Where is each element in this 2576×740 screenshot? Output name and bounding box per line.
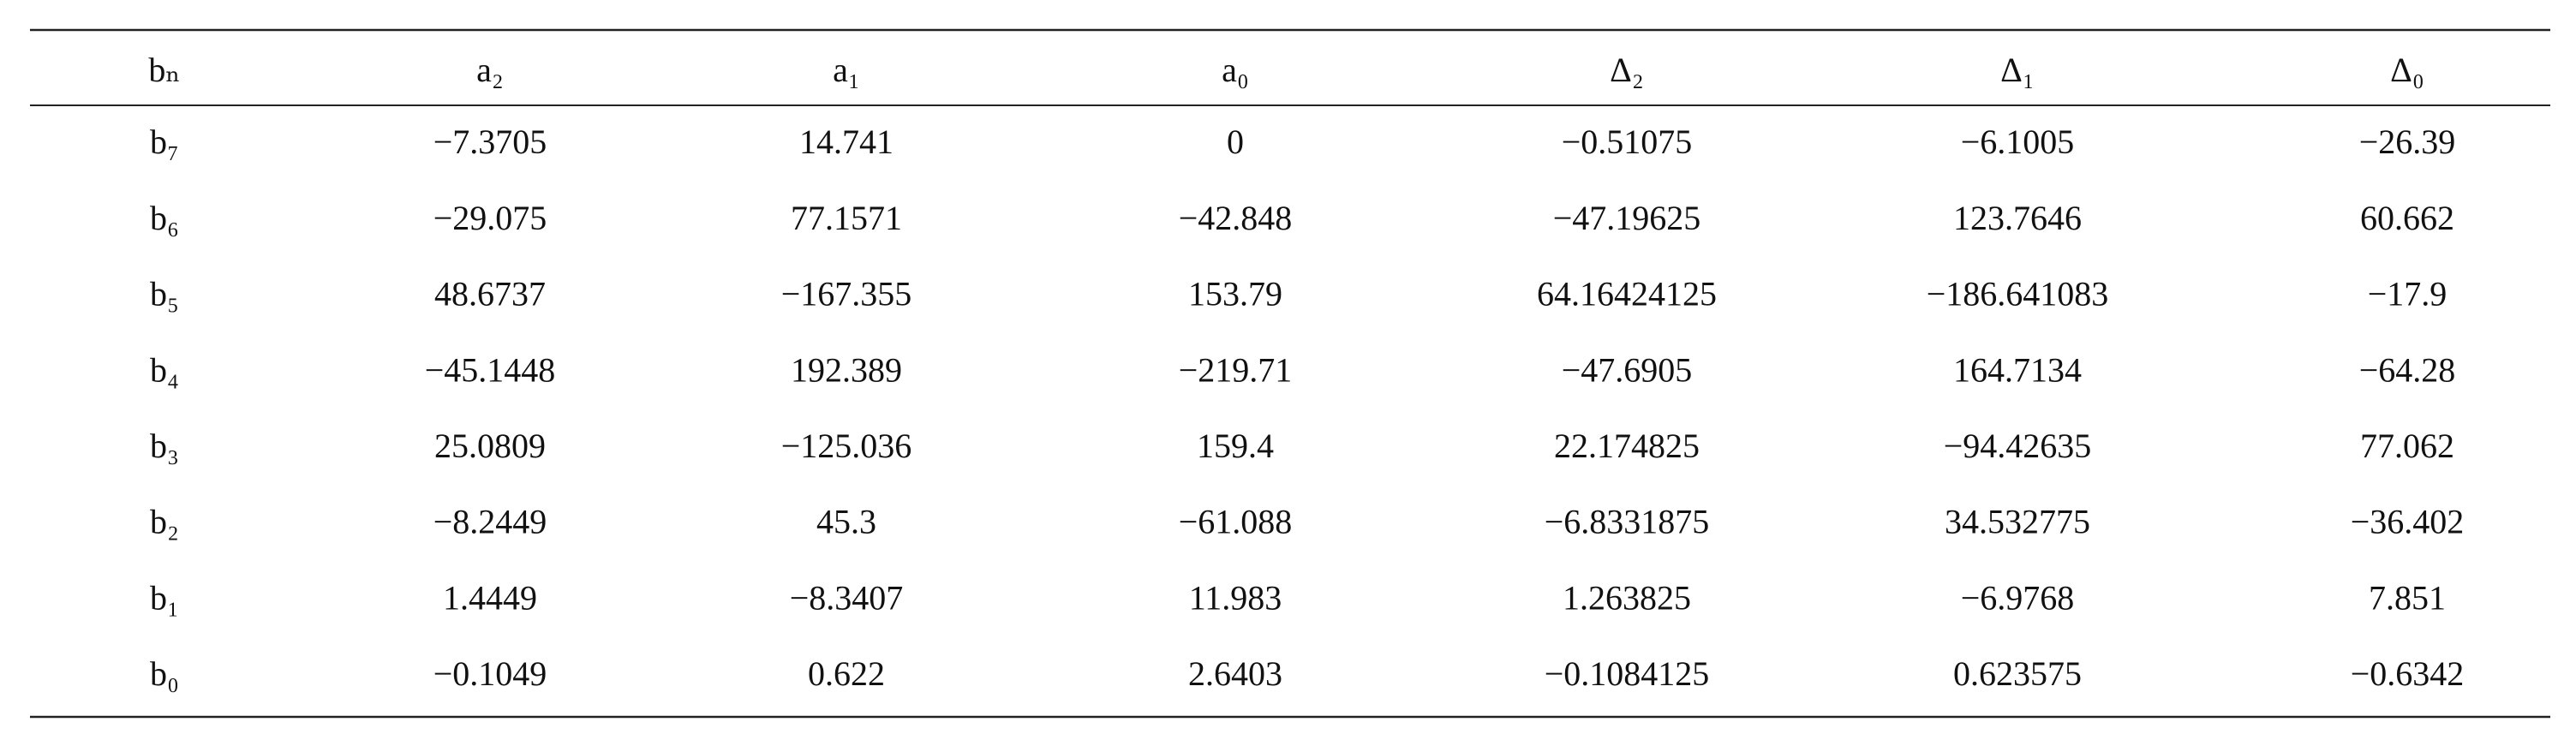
row-label: b₂ [150,503,179,541]
cell: −219.71 [1179,350,1293,389]
cell: −6.9768 [1961,578,2075,617]
cell: 7.851 [2369,578,2446,617]
cell: 1.4449 [443,578,537,617]
header-cell: a₂ [476,51,504,89]
cell: −8.3407 [790,578,904,617]
cell: −42.848 [1179,199,1293,237]
cell: 0 [1227,122,1244,161]
cell: −186.641083 [1927,275,2109,313]
row-label: b₅ [150,275,179,313]
cell: −6.8331875 [1545,503,1710,541]
cell: −94.42635 [1944,427,2092,465]
cell: 1.263825 [1563,578,1691,617]
cell: −26.39 [2359,122,2456,161]
cell: 77.062 [2360,427,2454,465]
cell: 25.0809 [434,427,546,465]
cell: 22.174825 [1554,427,1700,465]
cell: 159.4 [1197,427,1274,465]
cell: −0.6342 [2351,654,2465,693]
row-label: b₄ [150,350,179,389]
row-label: b₀ [150,654,179,693]
header-cell: bₙ [148,51,180,89]
cell: −0.1084125 [1545,654,1710,693]
cell: 60.662 [2360,199,2454,237]
cell: 45.3 [816,503,876,541]
cell: −45.1448 [425,350,556,389]
cell: 48.6737 [434,275,546,313]
cell: −8.2449 [433,503,547,541]
cell: 34.532775 [1945,503,2090,541]
cell: 64.16424125 [1537,275,1717,313]
cell: −6.1005 [1961,122,2075,161]
cell: 11.983 [1189,578,1282,617]
cell: −0.1049 [433,654,547,693]
cell: −64.28 [2359,350,2456,389]
cell: 123.7646 [1953,199,2082,237]
header-cell: Δ₀ [2390,51,2424,89]
row-label: b₁ [150,578,179,617]
cell: −47.19625 [1553,199,1701,237]
cell: 192.389 [791,350,902,389]
row-label: b₇ [150,122,179,161]
header-cell: a₁ [833,51,860,89]
cell: 164.7134 [1953,350,2082,389]
cell: −36.402 [2351,503,2465,541]
cell: −47.6905 [1562,350,1693,389]
cell: −29.075 [433,199,547,237]
cell: 153.79 [1188,275,1282,313]
header-cell: a₀ [1222,51,1249,89]
header-cell: Δ₂ [1610,51,1644,89]
header-cell: Δ₁ [2000,51,2035,89]
cell: −61.088 [1179,503,1293,541]
row-label: b₆ [150,199,179,237]
cell: 14.741 [799,122,894,161]
cell: −167.355 [781,275,912,313]
cell: 2.6403 [1188,654,1282,693]
cell: −0.51075 [1562,122,1693,161]
cell: −7.3705 [433,122,547,161]
cell: −17.9 [2368,275,2447,313]
cell: 77.1571 [791,199,902,237]
row-label: b₃ [150,427,179,465]
cell: 0.623575 [1953,654,2082,693]
cell: −125.036 [781,427,912,465]
cell: 0.622 [808,654,885,693]
